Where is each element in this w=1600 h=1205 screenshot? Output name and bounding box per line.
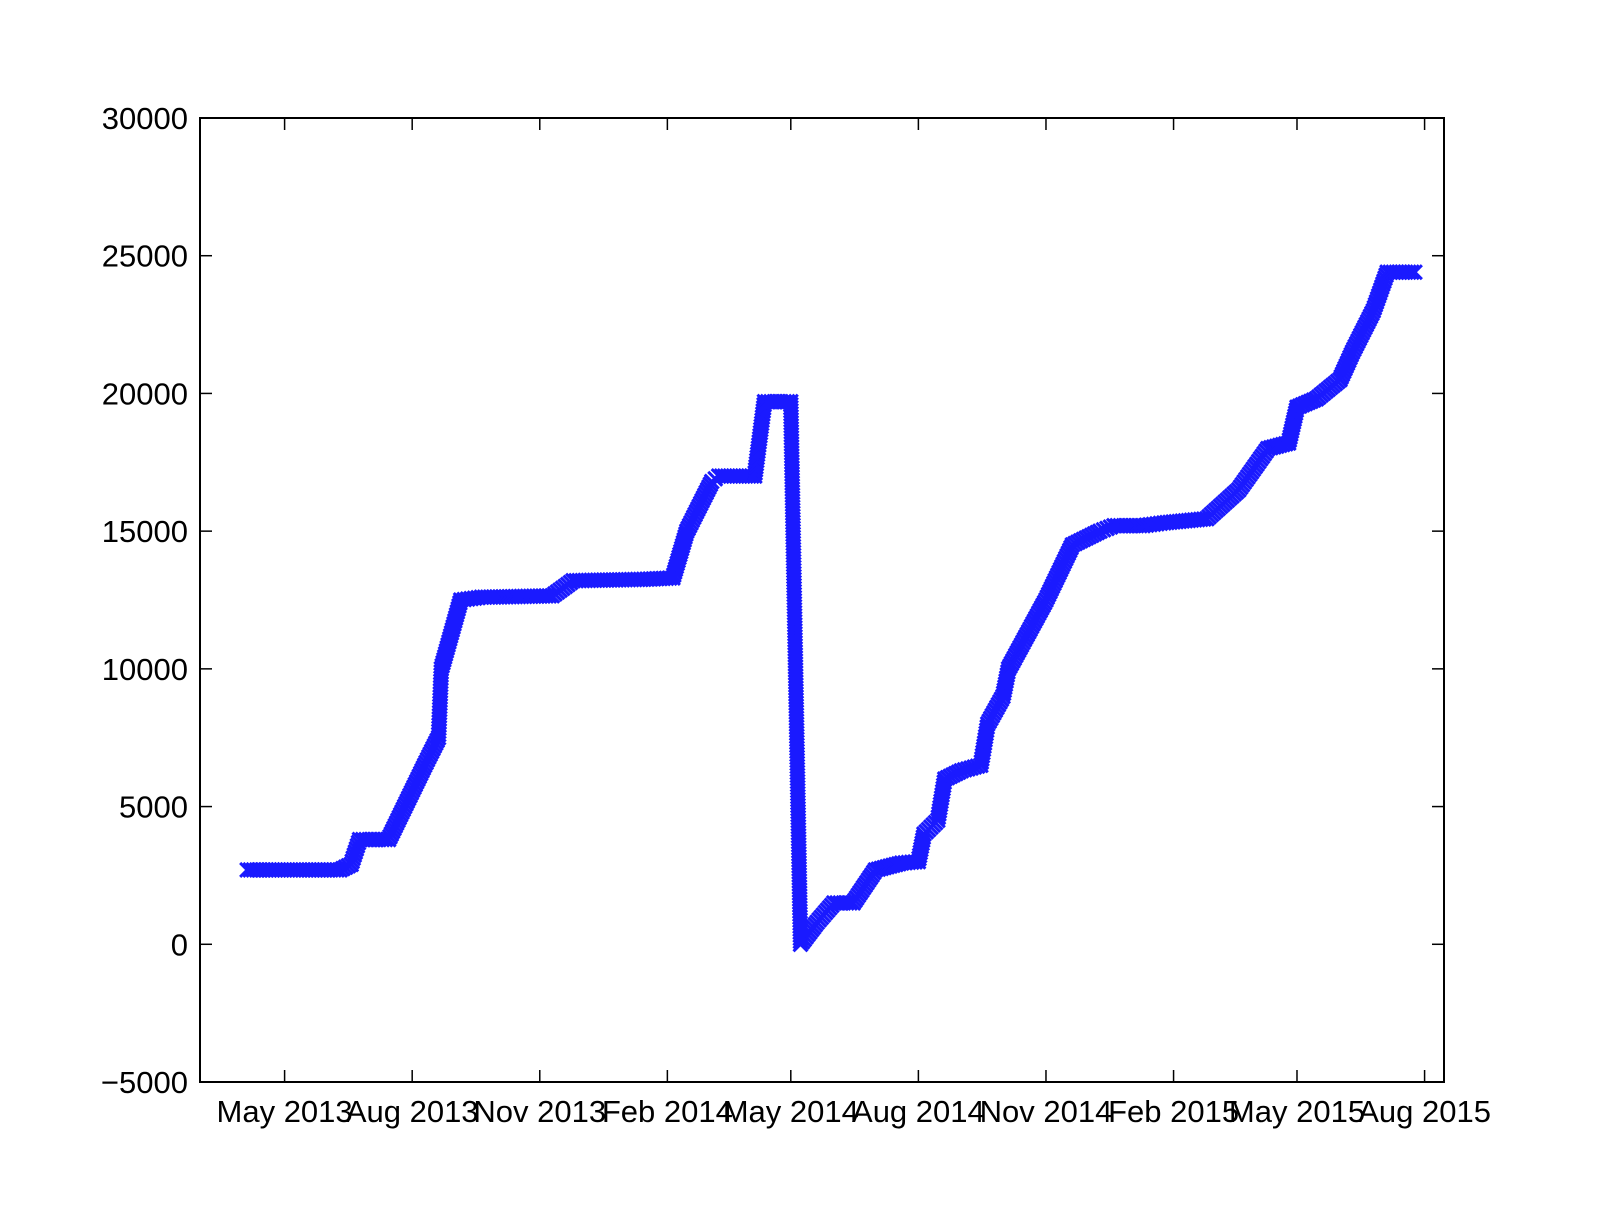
plot-area [199, 117, 1445, 1083]
x-tick-label: Feb 2015 [1108, 1094, 1239, 1129]
x-tick-label: May 2015 [1229, 1094, 1365, 1129]
x-tick-label: May 2014 [723, 1094, 859, 1129]
series-markers [239, 264, 1423, 953]
y-tick-label: −5000 [101, 1065, 188, 1100]
y-tick-label: 25000 [102, 239, 188, 274]
y-tick-label: 0 [171, 927, 188, 962]
y-tick-label: 10000 [102, 652, 188, 687]
x-tick-label: Aug 2014 [852, 1094, 985, 1129]
y-tick-label: 30000 [102, 101, 188, 136]
y-tick-label: 5000 [119, 790, 188, 825]
y-tick-label: 20000 [102, 376, 188, 411]
x-tick-label: May 2013 [217, 1094, 353, 1129]
data-point [1403, 264, 1420, 281]
x-tick-label: Nov 2013 [473, 1094, 606, 1129]
data-point [1406, 264, 1423, 281]
y-tick-label: 15000 [102, 514, 188, 549]
x-tick-label: Nov 2014 [980, 1094, 1113, 1129]
x-tick-label: Aug 2015 [1358, 1094, 1491, 1129]
data-point [1400, 264, 1417, 281]
y-axis: −5000 0 5000 10000 15000 20000 25000 30000 [101, 101, 1444, 1100]
x-tick-label: Aug 2013 [346, 1094, 479, 1129]
x-tick-label: Feb 2014 [602, 1094, 733, 1129]
